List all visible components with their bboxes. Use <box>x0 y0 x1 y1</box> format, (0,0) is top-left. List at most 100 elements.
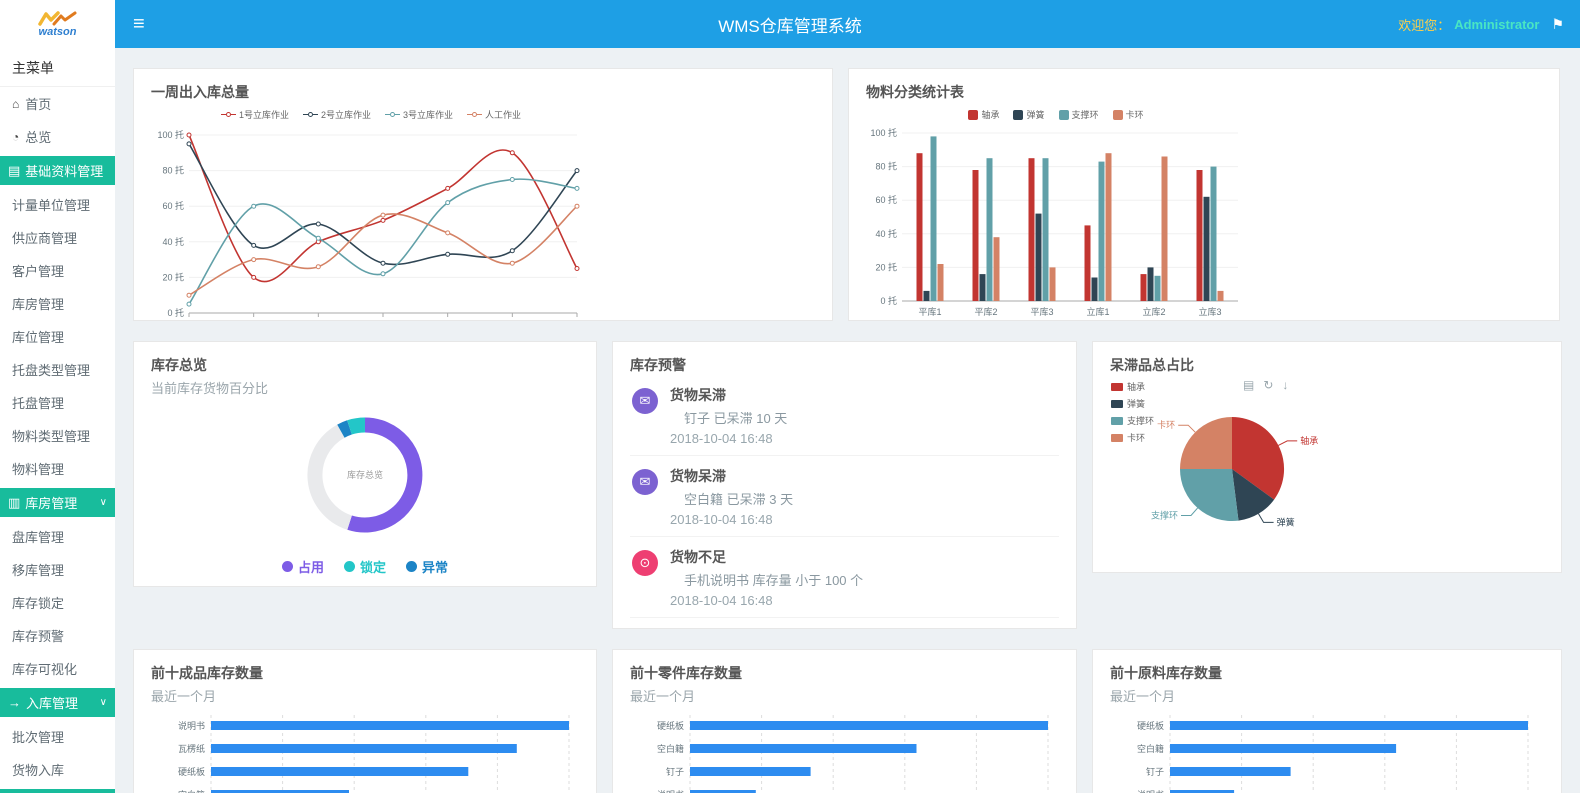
material-legend: 轴承 弹簧 支撑环 卡环 <box>866 108 1246 121</box>
sidebar-item-label: 总览 <box>25 130 52 145</box>
sidebar-item-overview[interactable]: ◔ 总览 <box>0 120 115 153</box>
in-icon: → <box>8 695 21 710</box>
app-title: WMS仓库管理系统 <box>718 16 862 36</box>
sidebar-item-pallet-type[interactable]: 托盘类型管理 <box>0 353 115 386</box>
sidebar-item-material[interactable]: 物料管理 <box>0 452 115 485</box>
legend-item[interactable]: 异常 <box>406 557 448 576</box>
sidebar-item-basic-data-group[interactable]: ▤ 基础资料管理 <box>0 156 115 185</box>
svg-text:平库3: 平库3 <box>1030 306 1053 317</box>
svg-text:支撑环: 支撑环 <box>1151 510 1178 521</box>
legend-item[interactable]: 支撑环 <box>1111 414 1154 427</box>
sidebar-item-warehouse-group[interactable]: ▥ 库房管理 ∨ <box>0 488 115 517</box>
gauge-icon: ⊙ <box>632 550 658 576</box>
legend-item[interactable]: 1号立库作业 <box>220 108 289 121</box>
svg-text:说明书: 说明书 <box>178 720 205 731</box>
legend-item[interactable]: 弹簧 <box>1111 397 1154 410</box>
svg-text:硬纸板: 硬纸板 <box>1137 720 1164 731</box>
menu-toggle-icon[interactable]: ≡ <box>133 12 145 35</box>
inventory-donut-chart[interactable]: 库存总览 <box>265 403 465 549</box>
card-title: 库存预警 <box>630 357 686 373</box>
top-raw-hbar-chart[interactable]: 硬纸板空白籍钉子说明书 <box>1110 713 1544 793</box>
sidebar-item-customer[interactable]: 客户管理 <box>0 254 115 287</box>
legend-item[interactable]: 锁定 <box>343 557 386 576</box>
svg-text:0 托: 0 托 <box>167 307 184 318</box>
alert-item[interactable]: ⊙ 货物不足 手机说明书 库存量 小于 100 个 2018-10-04 16:48 <box>630 537 1059 618</box>
sidebar-item-label: 移库管理 <box>12 563 65 578</box>
legend-item[interactable]: 卡环 <box>1112 108 1144 121</box>
card-top-raw: 前十原料库存数量 最近一个月 硬纸板空白籍钉子说明书 <box>1092 649 1562 793</box>
data-view-icon[interactable]: ▤ <box>1243 378 1255 392</box>
top-parts-hbar-chart[interactable]: 硬纸板空白籍钉子说明书 <box>630 713 1059 793</box>
sidebar-item-warehouse[interactable]: 库房管理 <box>0 287 115 320</box>
app-header: watson ≡ WMS仓库管理系统 欢迎您： Administrator ⚑ <box>0 0 1580 48</box>
svg-text:说明书: 说明书 <box>1137 789 1164 793</box>
card-stagnant-ratio: 呆滞品总占比 轴承 弹簧 支撑环 卡环 ▤ ↻ ↓ 轴承 弹簧 支撑环 卡环 <box>1092 341 1562 573</box>
sidebar-item-label: 供应商管理 <box>12 231 78 246</box>
sidebar-item-relocate[interactable]: 移库管理 <box>0 553 115 586</box>
legend-item[interactable]: 支撑环 <box>1058 108 1099 121</box>
top-finished-hbar-chart[interactable]: 说明书瓦楞纸硬纸板空白籍 <box>151 713 579 793</box>
sidebar-item-outbound-group[interactable]: ←出库管理∨ <box>0 789 115 793</box>
envelope-icon: ✉ <box>632 469 658 495</box>
logo-text: watson <box>38 25 77 38</box>
sidebar-item-stock-visual[interactable]: 库存可视化 <box>0 652 115 685</box>
alert-item[interactable]: ✉ 货物呆滞 钉子 已呆滞 10 天 2018-10-04 16:48 <box>630 375 1059 456</box>
material-bar-chart[interactable]: 0 托 20 托 40 托 60 托 80 托 100 托平库1 平库2 平库3 立库1 立库2 立… <box>866 125 1542 320</box>
card-title: 前十成品库存数量 <box>151 665 263 681</box>
sidebar-item-material-type[interactable]: 物料类型管理 <box>0 419 115 452</box>
sidebar-item-home[interactable]: ⌂ 首页 <box>0 87 115 120</box>
legend-item[interactable]: 3号立库作业 <box>385 108 453 121</box>
weekly-line-chart[interactable]: 0 托 20 托 40 托 60 托 80 托 100 托周一 周二 周三 周四 周五 周六周日 <box>151 125 815 321</box>
sidebar-item-stock-warning[interactable]: 库存预警 <box>0 619 115 652</box>
donut-legend: 占用 锁定 异常 <box>151 557 579 576</box>
legend-item[interactable]: 卡环 <box>1111 431 1154 444</box>
sidebar-item-stock-lock[interactable]: 库存锁定 <box>0 586 115 619</box>
legend-item[interactable]: 弹簧 <box>1013 108 1045 121</box>
sidebar-item-batch[interactable]: 批次管理 <box>0 720 115 753</box>
alert-time: 2018-10-04 16:48 <box>670 512 773 527</box>
legend-item[interactable]: 占用 <box>281 557 324 576</box>
legend-item[interactable]: 人工作业 <box>467 108 521 121</box>
dashboard-row-2: 库存总览 当前库存货物百分比 库存总览 占用 锁定 异常 库存预警 ✉ 货物呆滞 钉子 … <box>133 341 1562 629</box>
legend-item[interactable]: 轴承 <box>968 108 999 121</box>
weekly-legend: 1号立库作业 2号立库作业 3号立库作业 人工作业 <box>151 108 591 121</box>
svg-text:60 托: 60 托 <box>162 200 184 211</box>
svg-text:立库3: 立库3 <box>1198 306 1221 317</box>
sidebar-item-label: 托盘类型管理 <box>12 363 91 378</box>
svg-text:空白籍: 空白籍 <box>1137 743 1164 754</box>
svg-text:周四: 周四 <box>374 320 392 321</box>
chevron-down-icon: ∨ <box>99 497 107 508</box>
svg-text:硬纸板: 硬纸板 <box>657 720 684 731</box>
flag-icon[interactable]: ⚑ <box>1551 15 1564 32</box>
sidebar-item-label: 库位管理 <box>12 330 65 345</box>
app-logo[interactable]: watson <box>0 0 115 48</box>
sidebar-item-stocktake[interactable]: 盘库管理 <box>0 520 115 553</box>
sidebar-item-unit[interactable]: 计量单位管理 <box>0 188 115 221</box>
header-right: 欢迎您： Administrator ⚑ <box>1398 15 1564 34</box>
sidebar-item-label: 托盘管理 <box>12 396 65 411</box>
sidebar-item-inbound-group[interactable]: → 入库管理 ∨ <box>0 688 115 717</box>
card-subtitle: 最近一个月 <box>630 689 696 704</box>
refresh-icon[interactable]: ↻ <box>1263 378 1274 392</box>
sidebar-item-location[interactable]: 库位管理 <box>0 320 115 353</box>
sidebar-item-supplier[interactable]: 供应商管理 <box>0 221 115 254</box>
pie-legend: 轴承 弹簧 支撑环 卡环 <box>1111 380 1154 444</box>
card-title: 前十原料库存数量 <box>1110 665 1222 681</box>
legend-item[interactable]: 2号立库作业 <box>302 108 371 121</box>
username[interactable]: Administrator <box>1454 16 1540 32</box>
card-stock-alerts: 库存预警 ✉ 货物呆滞 钉子 已呆滞 10 天 2018-10-04 16:48 ✉ 货物… <box>612 341 1077 629</box>
sidebar-item-pallet[interactable]: 托盘管理 <box>0 386 115 419</box>
sidebar-section-label: 主菜单 <box>0 48 115 87</box>
svg-text:周二: 周二 <box>245 320 263 321</box>
svg-text:60 托: 60 托 <box>875 194 897 205</box>
alert-item[interactable]: ✉ 货物呆滞 空白籍 已呆滞 3 天 2018-10-04 16:48 <box>630 456 1059 537</box>
svg-text:立库2: 立库2 <box>1142 306 1165 317</box>
download-icon[interactable]: ↓ <box>1282 378 1289 392</box>
legend-item[interactable]: 轴承 <box>1111 380 1154 393</box>
sidebar-item-inbound-goods[interactable]: 货物入库 <box>0 753 115 786</box>
sidebar-item-label: 首页 <box>25 97 52 112</box>
alert-list: ✉ 货物呆滞 钉子 已呆滞 10 天 2018-10-04 16:48 ✉ 货物呆滞 空白籍… <box>630 375 1059 628</box>
svg-text:说明书: 说明书 <box>657 789 684 793</box>
stagnant-pie-chart[interactable]: 轴承 弹簧 支撑环 卡环 <box>1120 377 1544 545</box>
